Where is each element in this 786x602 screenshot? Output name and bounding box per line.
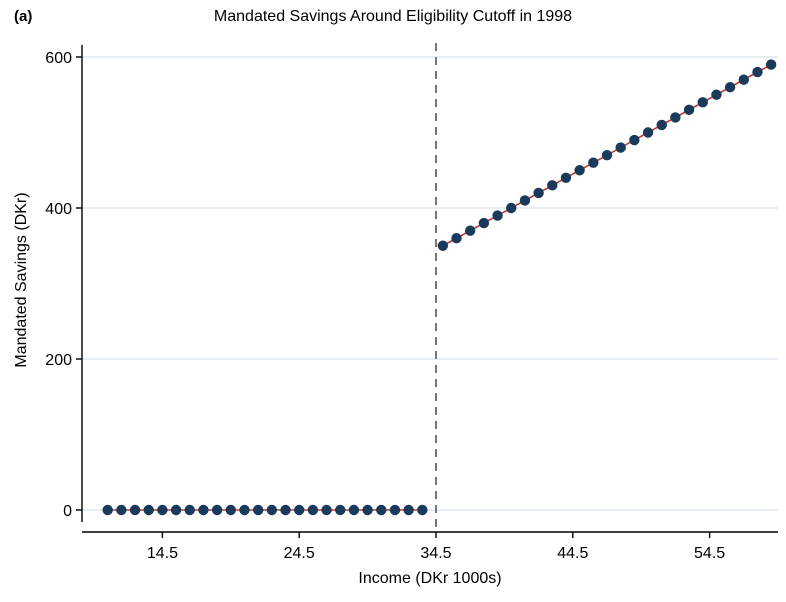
axes-layer: 0 200 400 600 14.5 24.5 34.5 44.5 54.5 [45, 45, 778, 562]
data-point [533, 187, 544, 199]
grid-layer [82, 56, 778, 511]
data-point [697, 97, 708, 108]
data-point [157, 504, 168, 516]
data-point [417, 504, 428, 516]
data-point [143, 504, 154, 516]
data-point [170, 504, 182, 516]
data-point [588, 157, 599, 168]
data-point [184, 504, 195, 516]
x-tick-label: 14.5 [147, 545, 178, 562]
data-point [683, 104, 695, 116]
data-point [376, 504, 387, 516]
data-point [670, 112, 681, 123]
data-point [294, 504, 305, 516]
data-point [574, 165, 585, 176]
data-point [738, 74, 749, 85]
y-tick-label: 0 [63, 503, 72, 520]
data-point [280, 504, 291, 516]
data-point [403, 504, 414, 516]
data-point [389, 504, 401, 516]
data-point [252, 504, 264, 516]
x-tick-label: 34.5 [420, 545, 451, 562]
chart-title: Mandated Savings Around Eligibility Cuto… [213, 8, 573, 25]
data-point [211, 504, 223, 516]
points-layer [102, 59, 777, 516]
data-point [451, 233, 462, 244]
data-point [362, 504, 373, 516]
data-point [465, 225, 476, 236]
data-point [711, 89, 722, 100]
y-tick-label: 600 [45, 50, 72, 67]
data-point [225, 504, 236, 516]
data-point [724, 82, 736, 93]
data-point [752, 66, 763, 78]
data-point [437, 240, 449, 251]
x-tick-label: 44.5 [557, 545, 588, 562]
data-point [335, 504, 346, 516]
data-point [348, 504, 360, 516]
data-point [321, 504, 332, 516]
panel-label: (a) [14, 8, 33, 25]
data-point [129, 504, 141, 516]
data-point [656, 119, 667, 131]
fit-layer [107, 63, 772, 511]
data-point [547, 180, 558, 191]
y-axis-label: Mandated Savings (DKr) [13, 192, 30, 367]
data-point [615, 142, 626, 153]
data-point [478, 217, 490, 229]
data-point [102, 504, 113, 516]
x-tick-label: 24.5 [284, 545, 315, 562]
data-point [642, 127, 654, 138]
data-point [560, 172, 572, 183]
data-point [492, 210, 503, 221]
data-point [239, 504, 250, 516]
data-point [266, 504, 278, 516]
data-point [506, 202, 517, 214]
data-point [601, 149, 613, 161]
data-point [198, 504, 209, 516]
data-point [307, 504, 319, 516]
y-tick-label: 200 [45, 352, 72, 369]
data-point [116, 504, 127, 516]
x-tick-label: 54.5 [694, 545, 725, 562]
data-point [629, 134, 640, 146]
data-point [519, 195, 531, 206]
x-axis-label: Income (DKr 1000s) [358, 570, 501, 587]
data-point [765, 59, 777, 70]
y-tick-label: 400 [45, 201, 72, 218]
